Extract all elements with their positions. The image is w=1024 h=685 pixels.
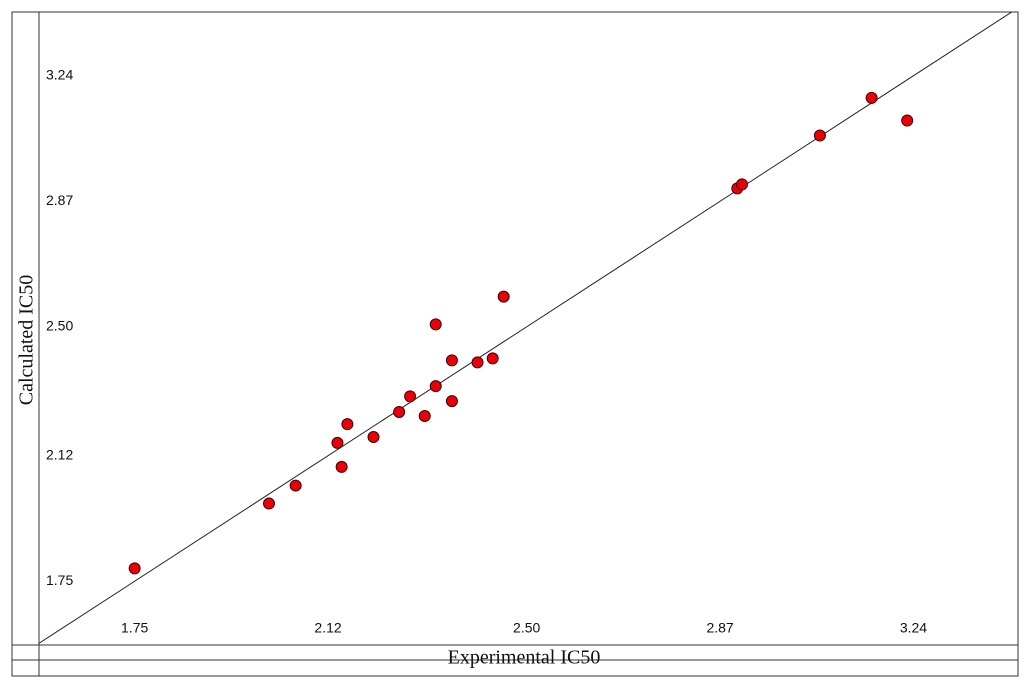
frame	[11, 11, 1019, 677]
x-tick-label: 1.75	[121, 620, 148, 636]
point	[865, 91, 878, 104]
point	[341, 418, 354, 431]
point	[289, 479, 302, 492]
y-tick-label: 3.24	[46, 66, 73, 82]
point	[445, 354, 458, 367]
y-axis-label: Calculated IC50	[16, 275, 38, 406]
y-tick-label: 2.87	[46, 192, 73, 208]
point	[128, 562, 141, 575]
point	[429, 318, 442, 331]
x-tick-label: 3.24	[900, 620, 927, 636]
point	[736, 178, 749, 191]
point	[813, 129, 826, 142]
y-tick-label: 2.12	[46, 446, 73, 462]
point	[486, 352, 499, 365]
point	[429, 380, 442, 393]
x-tick-label: 2.87	[706, 620, 733, 636]
x-axis-label: Experimental IC50	[448, 647, 601, 669]
point	[471, 356, 484, 369]
point	[901, 114, 914, 127]
point	[418, 410, 431, 423]
point	[445, 395, 458, 408]
point	[497, 290, 510, 303]
point	[393, 405, 406, 418]
point	[404, 390, 417, 403]
x-tick-label: 2.12	[314, 620, 341, 636]
point	[335, 460, 348, 473]
y-tick-label: 1.75	[46, 572, 73, 588]
point	[262, 497, 275, 510]
point	[331, 436, 344, 449]
x-tick-label: 2.50	[513, 620, 540, 636]
identity-line	[39, 12, 1013, 644]
point	[367, 431, 380, 444]
y-tick-label: 2.50	[46, 318, 73, 334]
